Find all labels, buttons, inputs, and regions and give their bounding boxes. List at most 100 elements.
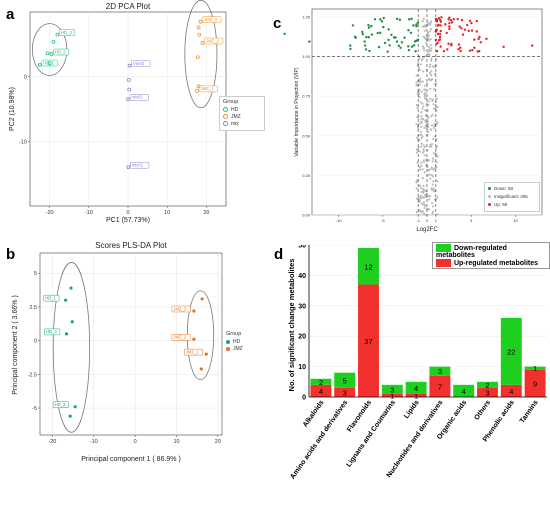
data-point (459, 49, 462, 53)
data-point (195, 88, 199, 93)
data-point (436, 121, 439, 124)
data-point (430, 49, 433, 52)
data-point (399, 46, 402, 49)
data-point (432, 187, 435, 190)
bar-segment (405, 393, 427, 397)
data-point (466, 23, 469, 27)
data-point (415, 39, 418, 42)
data-point (420, 115, 423, 118)
data-point (434, 152, 438, 155)
point-label: JMZ_2 (206, 38, 219, 43)
data-point (361, 32, 365, 36)
bar-value-label: 2 (319, 378, 323, 387)
data-point (377, 45, 381, 49)
data-point (430, 115, 433, 118)
pca-chart: HD_3 HD_2 HD_1 JMZ_3 JMZ_2 JMZ_1 mix03 mix02 mix… (9, 0, 227, 224)
data-point (417, 126, 420, 129)
y-tick-label: 20 (298, 334, 306, 341)
plsda-title: Scores PLS-DA Plot (95, 241, 167, 250)
data-point (73, 405, 77, 409)
bar-segment (500, 384, 522, 397)
data-point (439, 18, 442, 22)
pca-title: 2D PCA Plot (105, 2, 151, 11)
x-tick-label: 1 (435, 218, 438, 223)
data-point (349, 44, 352, 47)
plsda-legend-item-jmz: JMZ (226, 346, 260, 353)
data-point (426, 31, 430, 34)
data-point (423, 95, 426, 98)
data-point (421, 168, 424, 171)
data-point (436, 196, 439, 199)
data-point (425, 42, 428, 45)
data-point (429, 22, 432, 25)
bar-value-label: 3 (343, 388, 347, 397)
data-point (70, 320, 74, 324)
data-point (429, 177, 432, 180)
y-tick-label: 0.50 (302, 133, 311, 138)
data-point (429, 63, 432, 66)
data-point (424, 124, 427, 127)
bar-segment (358, 248, 379, 285)
data-point (433, 190, 436, 193)
legend-dot-icon (223, 121, 228, 127)
bar-value-label: 4 (319, 387, 323, 396)
x-tick-label: -5 (381, 218, 385, 223)
data-point (418, 88, 421, 91)
data-point (422, 159, 425, 162)
bar-segment (477, 381, 498, 388)
data-point (127, 87, 132, 92)
point-label-box (44, 328, 61, 336)
data-point (433, 122, 436, 125)
point-label-box (41, 59, 58, 67)
data-point (409, 31, 413, 35)
data-point (439, 29, 442, 33)
data-point (424, 145, 427, 148)
data-point (475, 30, 478, 33)
data-point (126, 97, 130, 102)
data-point (199, 367, 203, 371)
x-tick-label: 0 (134, 439, 137, 445)
data-point (418, 197, 421, 200)
data-point (429, 143, 432, 146)
data-point (420, 142, 423, 145)
x-tick-label: 10 (164, 210, 170, 216)
data-point (430, 78, 433, 82)
data-point (448, 22, 451, 25)
data-point (448, 27, 451, 31)
data-point (398, 18, 402, 21)
data-point (418, 122, 421, 125)
data-point (433, 66, 436, 69)
data-point (428, 173, 431, 176)
data-point (428, 53, 431, 57)
data-point (420, 90, 423, 93)
data-point (418, 184, 422, 187)
data-point (421, 135, 424, 138)
data-point (424, 92, 427, 95)
bar-value-label: 1 (533, 364, 537, 373)
data-point (418, 79, 422, 83)
point-label-box (52, 401, 69, 408)
data-point (457, 43, 461, 46)
data-point (395, 17, 399, 21)
bar-segment (334, 387, 356, 397)
data-point (422, 184, 425, 187)
y-tick-label: 1.25 (302, 14, 311, 19)
bar-value-label: 3 (485, 388, 489, 397)
data-point (422, 70, 425, 73)
data-point (363, 44, 367, 47)
data-point (415, 74, 418, 77)
data-point (428, 65, 432, 69)
data-point (423, 171, 426, 174)
data-point (422, 160, 426, 164)
y-tick-label: 5 (34, 271, 37, 277)
data-point (426, 23, 430, 26)
data-point (531, 44, 534, 47)
data-point (430, 145, 433, 148)
data-point (429, 27, 433, 31)
x-tick-label: 20 (203, 210, 209, 216)
data-point (367, 26, 371, 29)
panel-letter-d: d (274, 246, 284, 263)
plsda-ylabel: Principal component 2 ( 3.66% ) (12, 295, 19, 395)
data-point (204, 352, 208, 356)
data-point (403, 36, 406, 39)
